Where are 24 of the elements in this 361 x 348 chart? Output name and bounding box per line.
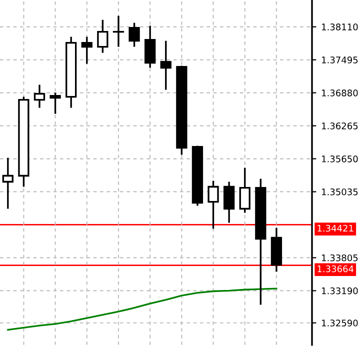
candlestick [128, 22, 140, 48]
candlestick [208, 180, 219, 230]
candlestick [160, 40, 172, 91]
candlestick [50, 92, 61, 115]
candlestick [81, 36, 92, 65]
y-tick-label: 1.35035 [322, 188, 358, 196]
candlestick [144, 24, 156, 69]
y-tick-label: 1.33805 [322, 254, 358, 262]
candlestick [112, 14, 124, 48]
y-tick-label: 1.32590 [322, 320, 358, 326]
candlestick [2, 156, 14, 210]
ref-line-label: 1.33664 [318, 265, 354, 272]
candlestick [239, 166, 250, 214]
ref-line-label: 1.34421 [318, 224, 354, 232]
candlestick [34, 84, 46, 109]
y-tick-label: 1.36265 [322, 122, 358, 130]
y-tick-label: 1.38110 [322, 24, 358, 30]
y-tick-label: 1.33190 [322, 287, 358, 294]
y-tick-label: 1.35650 [322, 155, 358, 162]
candlestick [97, 19, 108, 54]
line-series [7, 288, 278, 331]
candlestick [223, 180, 235, 224]
y-tick-label: 1.36880 [322, 90, 358, 96]
y-tick-label: 1.37495 [322, 56, 358, 64]
